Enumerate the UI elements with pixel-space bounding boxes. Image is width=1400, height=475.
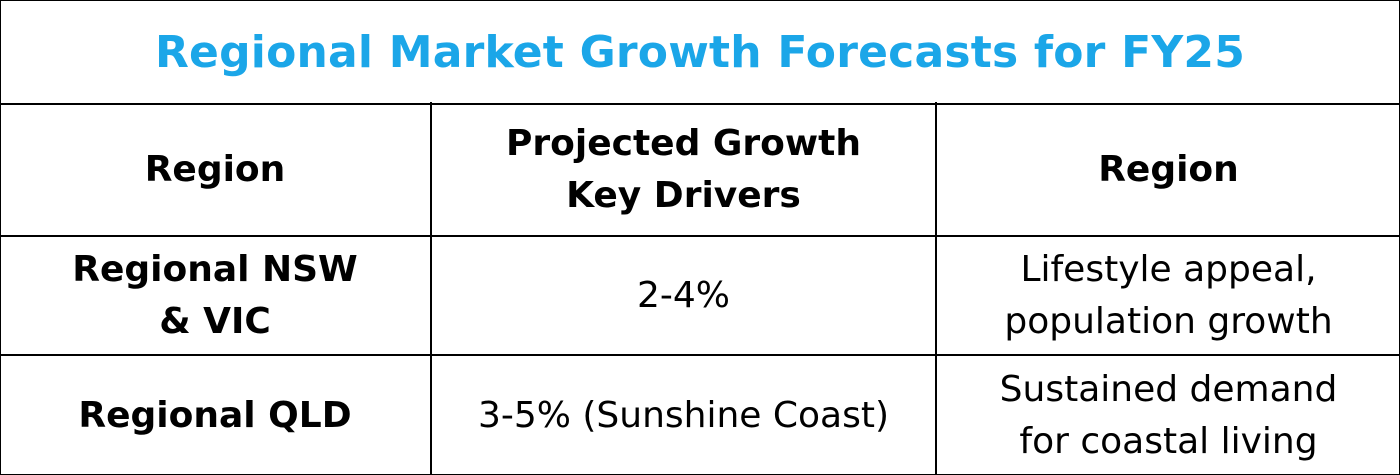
row-1-region-line-2: & VIC	[159, 300, 271, 342]
table-row-2-region: Regional QLD	[0, 356, 430, 475]
row-2-growth-value: 3-5% (Sunshine Coast)	[477, 394, 890, 436]
header-key-drivers-label: Key Drivers	[566, 174, 801, 216]
column-divider-2	[935, 102, 937, 475]
header-region: Region	[0, 104, 430, 235]
table-row-2-drivers: Sustained demand for coastal living	[937, 356, 1400, 475]
row-2-drivers-line-1: Sustained demand	[999, 369, 1338, 411]
table-row-1-growth: 2-4%	[432, 237, 935, 354]
table-row-1-region: Regional NSW & VIC	[0, 237, 430, 354]
column-divider-1	[430, 102, 432, 475]
header-projected-growth-label: Projected Growth	[505, 123, 862, 165]
header-region-label: Region	[144, 148, 286, 190]
row-2-drivers-line-2: for coastal living	[1019, 420, 1318, 462]
table-row-2-growth: 3-5% (Sunshine Coast)	[432, 356, 935, 475]
header-projected-growth: Projected Growth Key Drivers	[432, 104, 935, 235]
row-1-drivers-line-2: population growth	[1004, 300, 1333, 342]
header-region-2-label: Region	[1098, 148, 1239, 190]
row-1-growth-value: 2-4%	[636, 274, 730, 316]
row-divider	[0, 354, 1400, 356]
row-2-region-label: Regional QLD	[78, 394, 352, 436]
row-1-region-line-1: Regional NSW	[72, 249, 358, 291]
header-divider	[0, 235, 1400, 237]
table-title-row: Regional Market Growth Forecasts for FY2…	[1, 1, 1399, 105]
table-title: Regional Market Growth Forecasts for FY2…	[154, 26, 1246, 78]
header-region-2: Region	[937, 104, 1400, 235]
row-1-drivers-line-1: Lifestyle appeal,	[1020, 249, 1317, 291]
table-row-1-drivers: Lifestyle appeal, population growth	[937, 237, 1400, 354]
